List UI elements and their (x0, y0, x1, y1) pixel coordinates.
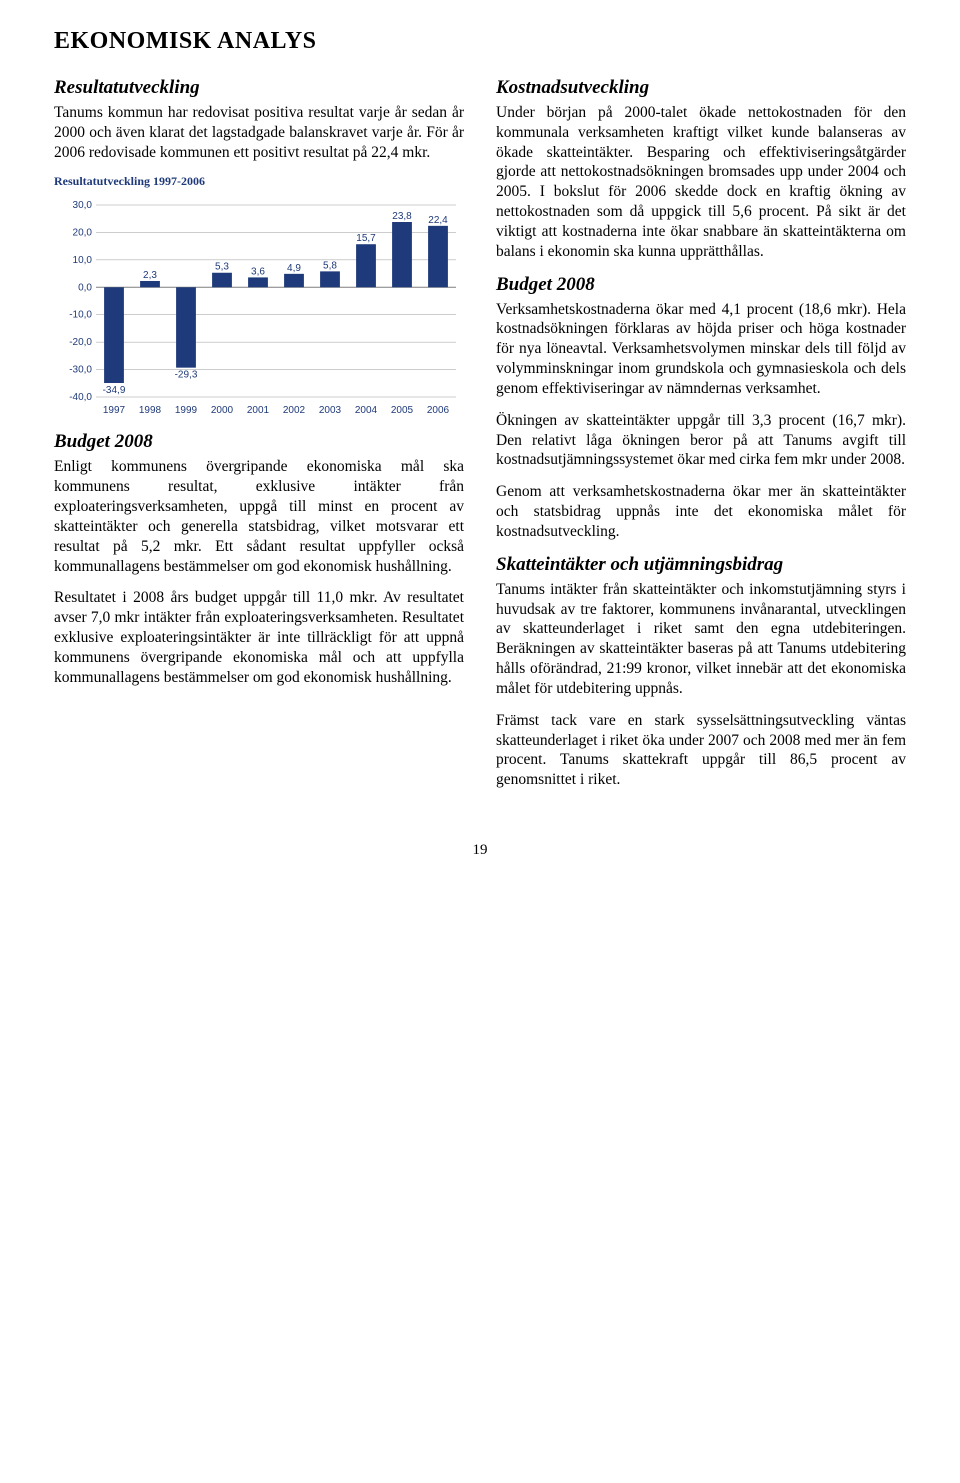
svg-text:2004: 2004 (355, 405, 378, 416)
page-title: EKONOMISK ANALYS (54, 28, 906, 55)
svg-text:2,3: 2,3 (143, 270, 157, 281)
left-para-2: Enligt kommunens övergripande ekonomiska… (54, 457, 464, 576)
left-para-1: Tanums kommun har redovisat positiva res… (54, 103, 464, 162)
right-heading-3: Skatteintäkter och utjämningsbidrag (496, 554, 906, 576)
svg-text:-20,0: -20,0 (69, 338, 92, 349)
right-para-4: Genom att verksamhetskostnaderna ökar me… (496, 482, 906, 541)
svg-text:22,4: 22,4 (428, 215, 448, 226)
left-para-3: Resultatet i 2008 års budget uppgår till… (54, 588, 464, 687)
svg-text:2000: 2000 (211, 405, 234, 416)
svg-text:-10,0: -10,0 (69, 310, 92, 321)
svg-text:1997: 1997 (103, 405, 126, 416)
left-heading-2: Budget 2008 (54, 431, 464, 453)
bar-chart: -40,0 -30,0 -20,0 -10,0 0,0 10,0 20,0 30,0 -34,9… (54, 197, 464, 417)
right-heading-1: Kostnadsutveckling (496, 77, 906, 99)
right-para-1: Under början på 2000-talet ökade nettoko… (496, 103, 906, 262)
svg-text:-40,0: -40,0 (69, 392, 92, 403)
svg-text:23,8: 23,8 (392, 211, 412, 222)
chart-title: Resultatutveckling 1997-2006 (54, 174, 464, 189)
page-number: 19 (54, 842, 906, 859)
svg-text:0,0: 0,0 (78, 283, 92, 294)
left-column: Resultatutveckling Tanums kommun har red… (54, 73, 464, 802)
svg-text:-30,0: -30,0 (69, 365, 92, 376)
svg-text:3,6: 3,6 (251, 267, 265, 278)
svg-text:2001: 2001 (247, 405, 270, 416)
svg-text:2006: 2006 (427, 405, 450, 416)
svg-text:10,0: 10,0 (73, 255, 93, 266)
left-heading-1: Resultatutveckling (54, 77, 464, 99)
two-column-layout: Resultatutveckling Tanums kommun har red… (54, 73, 906, 802)
right-para-6: Främst tack vare en stark sysselsättning… (496, 711, 906, 790)
svg-text:5,3: 5,3 (215, 262, 229, 273)
svg-text:15,7: 15,7 (356, 234, 376, 245)
svg-text:1998: 1998 (139, 405, 162, 416)
right-column: Kostnadsutveckling Under början på 2000-… (496, 73, 906, 802)
svg-text:30,0: 30,0 (73, 200, 93, 211)
svg-text:5,8: 5,8 (323, 261, 337, 272)
svg-text:-34,9: -34,9 (103, 385, 126, 396)
svg-text:-29,3: -29,3 (175, 370, 198, 381)
svg-text:20,0: 20,0 (73, 228, 93, 239)
svg-text:2003: 2003 (319, 405, 342, 416)
svg-text:2005: 2005 (391, 405, 414, 416)
bar-chart-svg: -40,0 -30,0 -20,0 -10,0 0,0 10,0 20,0 30,0 -34,9… (54, 197, 464, 417)
svg-text:2002: 2002 (283, 405, 306, 416)
right-para-3: Ökningen av skatteintäkter uppgår till 3… (496, 411, 906, 470)
svg-text:1999: 1999 (175, 405, 198, 416)
svg-text:4,9: 4,9 (287, 263, 301, 274)
right-para-2: Verksamhetskostnaderna ökar med 4,1 proc… (496, 300, 906, 399)
right-heading-2: Budget 2008 (496, 274, 906, 296)
right-para-5: Tanums intäkter från skatteintäkter och … (496, 580, 906, 699)
